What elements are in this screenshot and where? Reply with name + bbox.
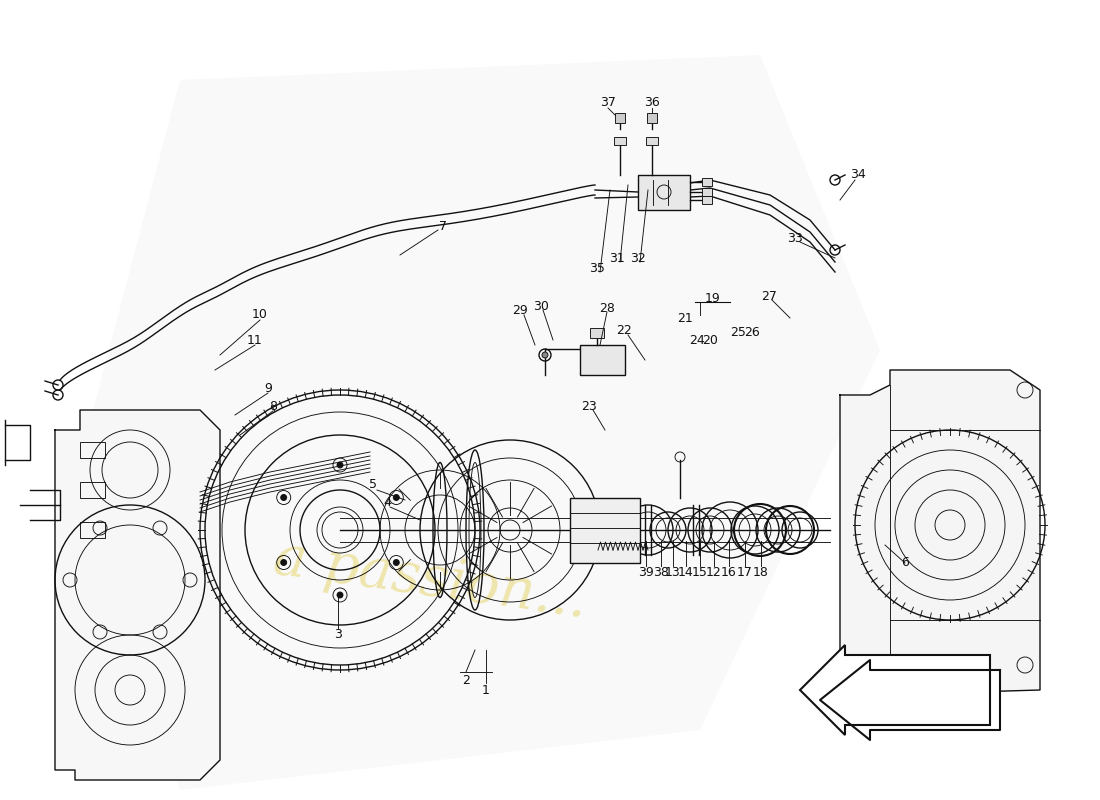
Circle shape	[542, 352, 548, 358]
Bar	[702, 178, 712, 186]
Bar	[615, 113, 625, 123]
Text: 36: 36	[645, 97, 660, 110]
Text: 12: 12	[706, 566, 722, 578]
Text: 29: 29	[513, 305, 528, 318]
Polygon shape	[840, 370, 1040, 695]
Bar	[702, 188, 712, 196]
Circle shape	[394, 559, 399, 566]
Text: 6: 6	[901, 557, 909, 570]
Text: 22: 22	[616, 323, 631, 337]
Bar	[614, 137, 626, 145]
Text: 9: 9	[264, 382, 272, 394]
Text: 35: 35	[590, 262, 605, 274]
Text: 1: 1	[482, 683, 490, 697]
Circle shape	[337, 462, 343, 468]
Text: 23: 23	[581, 401, 597, 414]
Bar	[570, 498, 640, 563]
Bar	[638, 175, 690, 210]
Text: 34: 34	[850, 169, 866, 182]
Text: 20: 20	[702, 334, 718, 346]
Text: 17: 17	[737, 566, 752, 578]
Circle shape	[280, 559, 287, 566]
Text: 15: 15	[692, 566, 708, 578]
Text: 31: 31	[609, 251, 625, 265]
Text: a passion...: a passion...	[270, 531, 591, 629]
Text: 21: 21	[678, 311, 693, 325]
Bar	[80, 522, 104, 538]
Text: 37: 37	[601, 97, 616, 110]
Text: 30: 30	[534, 299, 549, 313]
Polygon shape	[820, 660, 1000, 740]
Circle shape	[394, 494, 399, 501]
Text: 38: 38	[653, 566, 669, 578]
Text: 33: 33	[788, 231, 803, 245]
Bar	[80, 442, 104, 458]
Text: 25: 25	[730, 326, 746, 338]
Bar	[590, 328, 604, 338]
Bar	[647, 113, 657, 123]
Text: 18: 18	[754, 566, 769, 578]
Text: 39: 39	[638, 566, 653, 578]
Polygon shape	[800, 645, 990, 735]
Bar	[580, 345, 625, 375]
Text: 13: 13	[666, 566, 681, 578]
Text: 28: 28	[600, 302, 615, 314]
Bar	[702, 196, 712, 204]
Text: 10: 10	[252, 309, 268, 322]
Text: 32: 32	[630, 251, 646, 265]
Text: 7: 7	[439, 219, 447, 233]
Bar	[646, 137, 658, 145]
Text: 24: 24	[689, 334, 705, 347]
Text: 5: 5	[368, 478, 377, 491]
Polygon shape	[80, 55, 880, 790]
Text: 3: 3	[334, 629, 342, 642]
Text: 26: 26	[744, 326, 760, 338]
Bar	[80, 482, 104, 498]
Circle shape	[337, 592, 343, 598]
Polygon shape	[55, 410, 220, 780]
Text: 8: 8	[270, 399, 277, 413]
Text: 16: 16	[722, 566, 737, 578]
Text: 27: 27	[761, 290, 777, 302]
Text: 19: 19	[705, 291, 720, 305]
Circle shape	[280, 494, 287, 501]
Text: 4: 4	[383, 495, 390, 509]
Text: 2: 2	[462, 674, 470, 686]
Text: 14: 14	[678, 566, 694, 578]
Text: 11: 11	[248, 334, 263, 346]
